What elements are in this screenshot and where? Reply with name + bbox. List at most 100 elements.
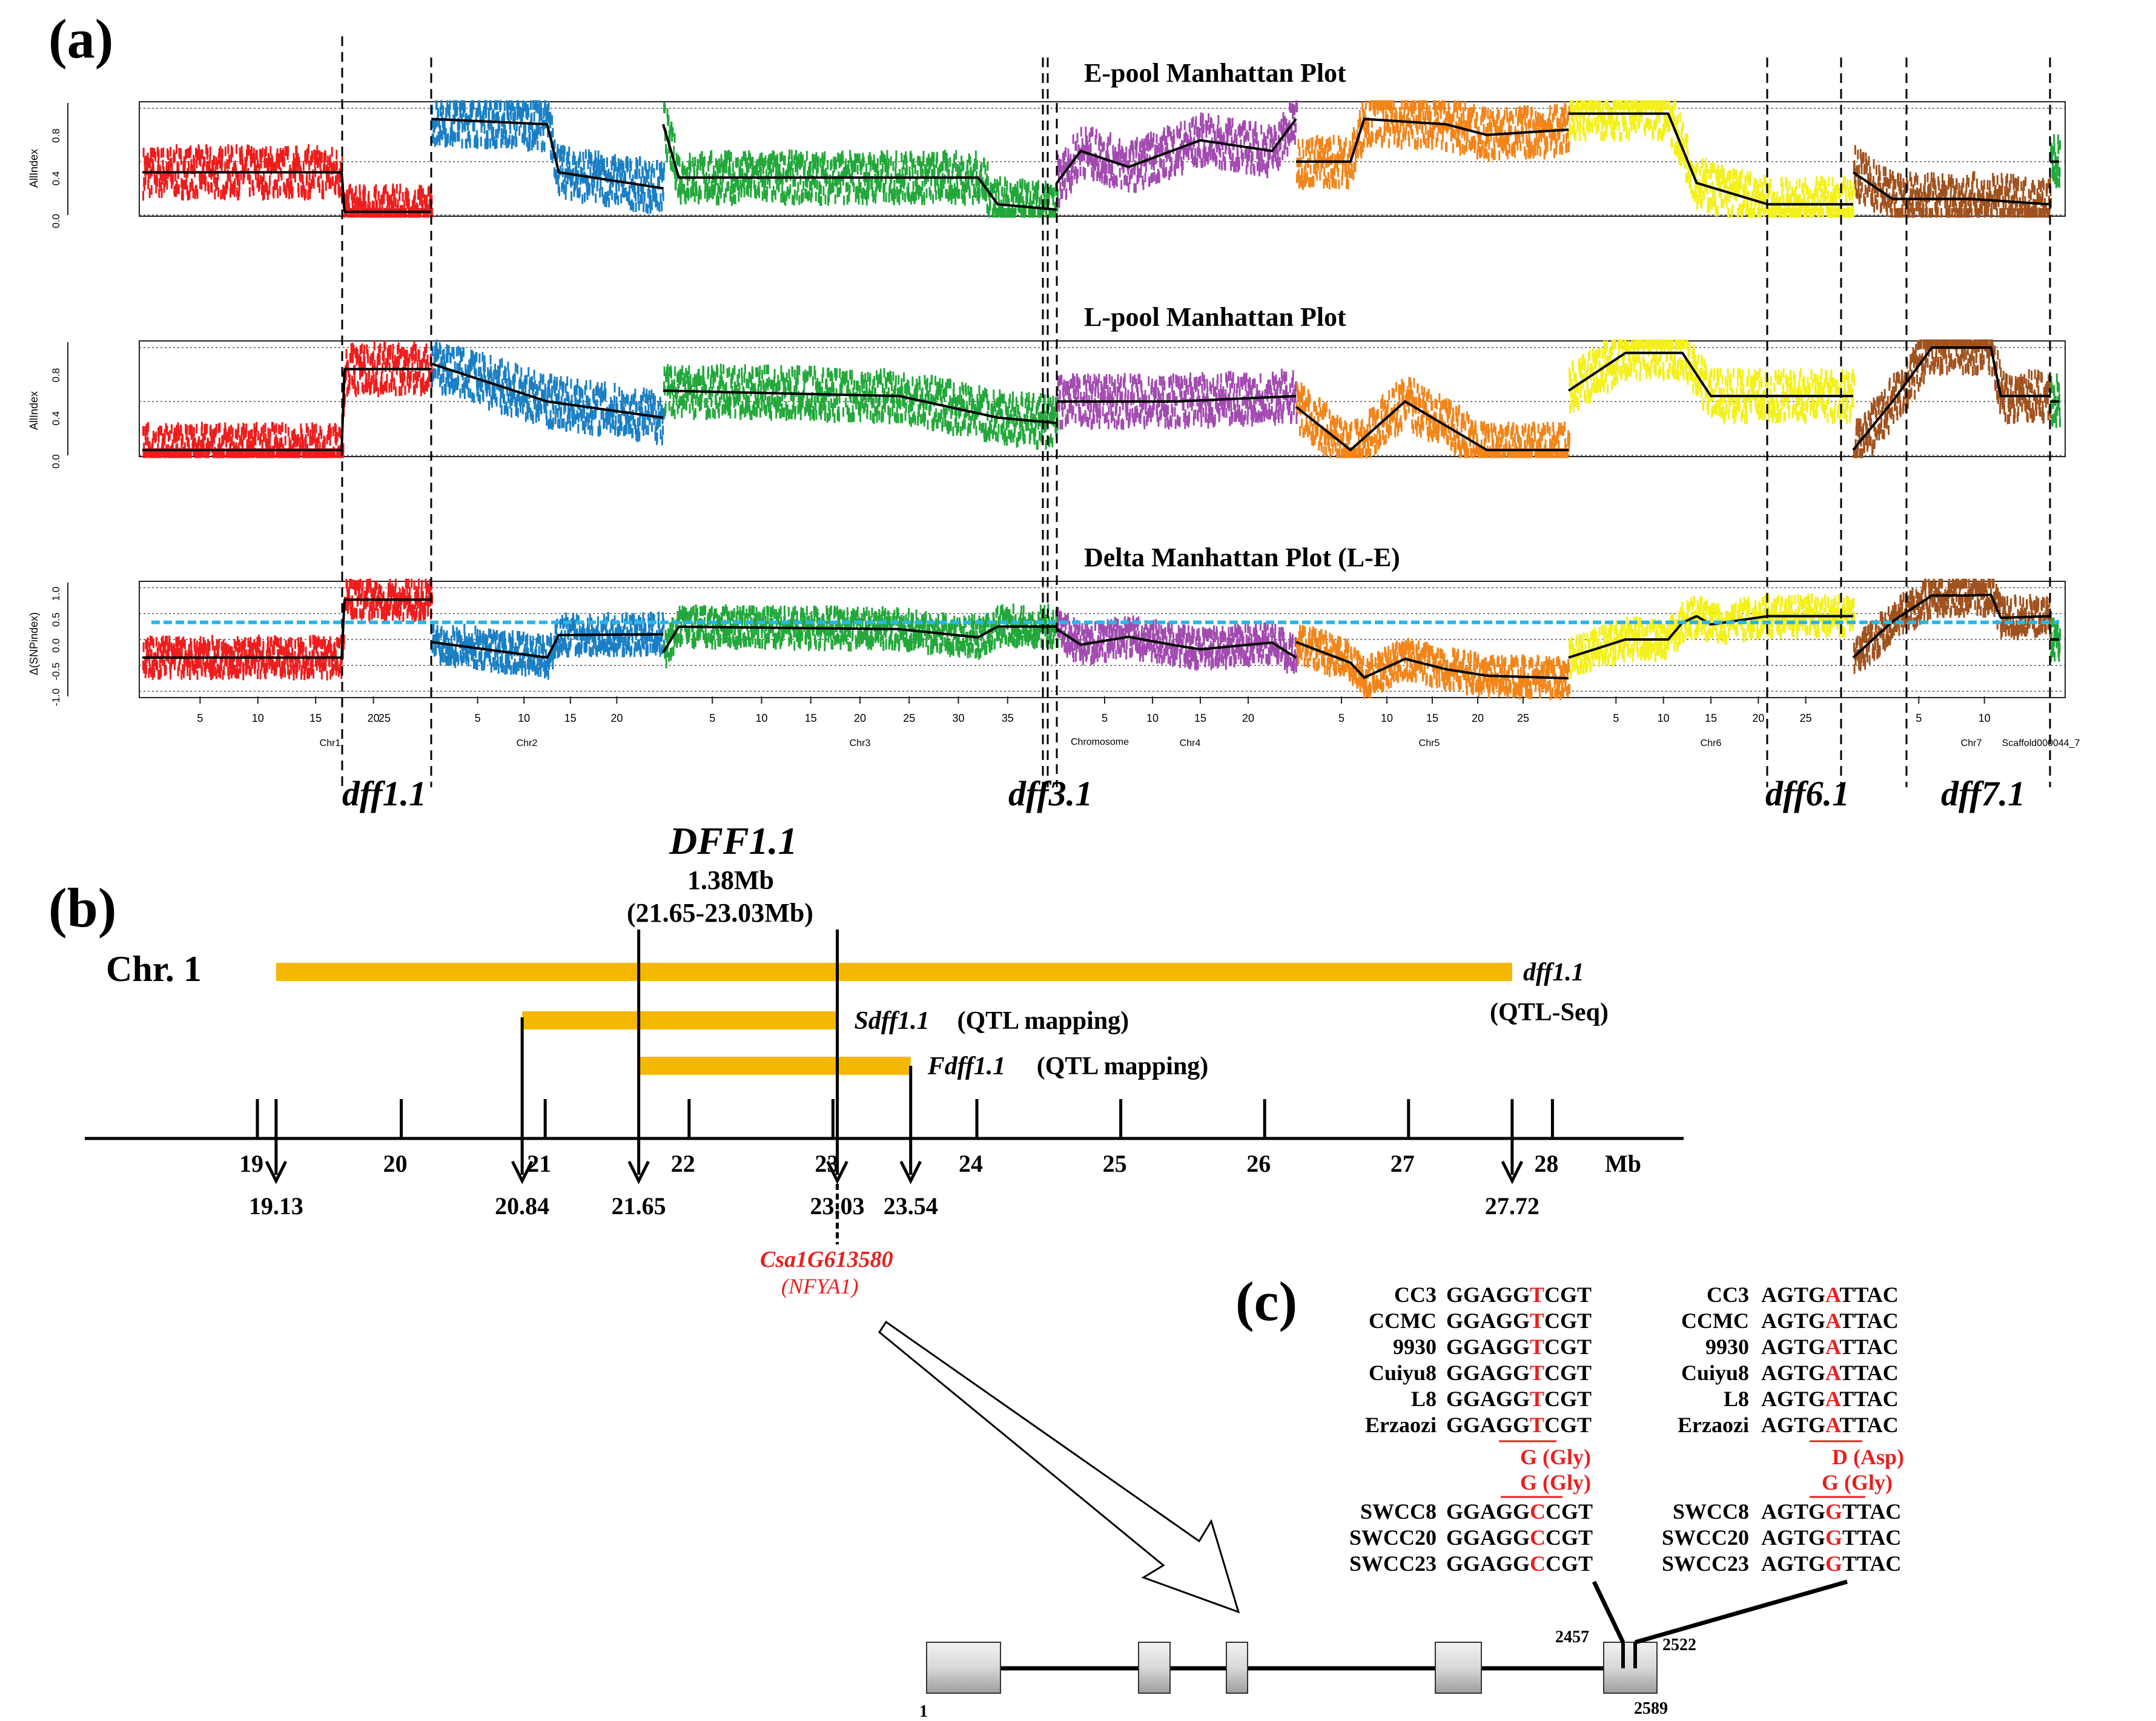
x-tick-label: 5 bbox=[1338, 712, 1344, 724]
gene-model: 1 2457 2522 2589 bbox=[919, 1579, 1848, 1721]
x-tick-label: 15 bbox=[1426, 712, 1438, 724]
y-tick: 0.8 bbox=[50, 128, 62, 143]
x-tick-label: 5 bbox=[475, 712, 481, 724]
window-line bbox=[1295, 400, 1569, 452]
line-name: SWCC20 bbox=[1662, 1525, 1749, 1550]
sequence-1: GGAGGTCGT bbox=[1446, 1413, 1592, 1437]
pos-1: 1 bbox=[919, 1702, 928, 1721]
sequence-2: AGTGATTAC bbox=[1761, 1387, 1899, 1411]
sequence-1: GGAGGCCGT bbox=[1446, 1525, 1593, 1550]
sequence-2: AGTGATTAC bbox=[1761, 1335, 1899, 1359]
window-line bbox=[142, 171, 431, 213]
marker-arrowhead bbox=[627, 1160, 650, 1184]
window-line bbox=[663, 389, 1057, 424]
ylabel-e-pool: AllIndex bbox=[28, 149, 40, 188]
x-tick-label: 20 bbox=[610, 712, 623, 724]
qtl-dashed-lines bbox=[341, 36, 2051, 787]
qtl-label-dff7-1: dff7.1 bbox=[1941, 774, 2025, 813]
x-tick-label: 20 bbox=[368, 712, 380, 724]
window-line bbox=[662, 124, 1057, 211]
qtl-bar-dff1.1 bbox=[276, 963, 1512, 981]
line-name: SWCC23 bbox=[1662, 1551, 1749, 1576]
exon-2 bbox=[1138, 1642, 1171, 1694]
ylabel-l-pool: AllIndex bbox=[28, 391, 40, 430]
x-tick-label: 5 bbox=[709, 712, 715, 724]
plot-title-l-pool: L-pool Manhattan Plot bbox=[1084, 302, 1346, 332]
window-line bbox=[1056, 118, 1297, 184]
x-tick-label: 15 bbox=[1705, 712, 1717, 724]
line-name: CCMC bbox=[1369, 1309, 1437, 1333]
axis-tick-label: 24 bbox=[959, 1150, 983, 1177]
aa-right-2: G (Gly) bbox=[1822, 1470, 1893, 1495]
pos-2522: 2522 bbox=[1662, 1636, 1696, 1654]
axis-tick-label: 27 bbox=[1390, 1150, 1415, 1177]
axis-tick-label: 22 bbox=[671, 1150, 695, 1177]
hollow-arrow bbox=[878, 1320, 1240, 1614]
x-tick-label: 25 bbox=[1517, 712, 1529, 724]
chromosome-label: Chr6 bbox=[1701, 738, 1722, 748]
axis-tick-label: 19 bbox=[239, 1150, 263, 1177]
x-tick-label: 15 bbox=[309, 712, 322, 724]
window-line bbox=[1056, 628, 1297, 659]
window-line bbox=[662, 625, 1057, 653]
qtl-label-dff6-1: dff6.1 bbox=[1765, 774, 1850, 813]
qtl-method: (QTL mapping) bbox=[957, 1007, 1129, 1035]
snp-alignment-panel: CC3 GGAGGTCGT CC3 AGTGATTAC CCMC GGAGGTCGT CCM… bbox=[919, 1283, 1904, 1721]
panel-b-label: (b) bbox=[48, 877, 116, 939]
panel-c-label: (c) bbox=[1235, 1270, 1297, 1332]
chromosome-label: Chr7 bbox=[1961, 738, 1982, 748]
y-tick-labels: 0.0 0.4 0.8 0.0 0.4 0.8 -1.0 -0.5 0.0 0.5 1.0 bbox=[50, 128, 62, 706]
window-line bbox=[1295, 641, 1569, 680]
sequence-1: GGAGGCCGT bbox=[1446, 1551, 1593, 1576]
sequence-2: AGTGGTTAC bbox=[1761, 1551, 1901, 1576]
sequence-1: GGAGGTCGT bbox=[1446, 1309, 1592, 1333]
qtl-label-dff3-1: dff3.1 bbox=[1008, 774, 1093, 813]
qtl-bar-sdff1.1 bbox=[522, 1011, 838, 1029]
x-tick-label: 10 bbox=[1146, 712, 1159, 724]
x-tick-label: 10 bbox=[1979, 712, 1991, 724]
qtl-name: Fdff1.1 bbox=[927, 1052, 1006, 1080]
marker-arrowhead bbox=[1501, 1160, 1524, 1184]
aa-underlines bbox=[1499, 1440, 1865, 1498]
aa-left-2: G (Gly) bbox=[1520, 1470, 1591, 1495]
x-tick-label: 25 bbox=[1800, 712, 1812, 724]
aa-left-1: G (Gly) bbox=[1520, 1445, 1591, 1469]
qtl-name: dff1.1 bbox=[1523, 959, 1584, 986]
marker-label: 23.54 bbox=[884, 1192, 938, 1220]
x-tick-label: 10 bbox=[518, 712, 530, 724]
pos-2589: 2589 bbox=[1634, 1699, 1668, 1718]
x-axis-label: Chromosome bbox=[1071, 737, 1129, 747]
marker-arrowhead bbox=[265, 1160, 288, 1184]
marker-arrowhead bbox=[899, 1160, 922, 1184]
x-tick-label: 20 bbox=[854, 712, 866, 724]
interval-size: 1.38Mb bbox=[687, 865, 774, 895]
y-tick: 0.0 bbox=[50, 454, 62, 469]
x-tick-label: 35 bbox=[1002, 712, 1014, 724]
x-tick-label: 15 bbox=[805, 712, 817, 724]
axis-tick-label: 23 bbox=[815, 1150, 839, 1177]
pos-2457: 2457 bbox=[1555, 1628, 1589, 1647]
line-name: CCMC bbox=[1681, 1309, 1749, 1333]
window-line bbox=[142, 598, 431, 659]
exon-4 bbox=[1435, 1642, 1482, 1694]
line-name: SWCC8 bbox=[1673, 1499, 1749, 1524]
snp-scatter bbox=[142, 100, 2061, 701]
manhattan-panel: E-pool Manhattan Plot L-pool Manhattan P… bbox=[28, 36, 2080, 813]
y-tick: 0.0 bbox=[50, 638, 62, 653]
candidate-gene-alias: (NFYA1) bbox=[781, 1274, 858, 1298]
window-line bbox=[431, 117, 664, 190]
axis-tick-label: 26 bbox=[1246, 1150, 1271, 1177]
window-line bbox=[1057, 395, 1297, 403]
window-line bbox=[1852, 346, 2050, 451]
y-tick: 0.8 bbox=[50, 368, 62, 383]
sequence-1: GGAGGTCGT bbox=[1446, 1361, 1592, 1385]
x-tick-label: 10 bbox=[252, 712, 264, 724]
line-name: L8 bbox=[1724, 1387, 1749, 1411]
sequence-2: AGTGGTTAC bbox=[1761, 1525, 1901, 1550]
marker-label: 19.13 bbox=[249, 1192, 303, 1220]
axis-tick-label: 28 bbox=[1534, 1150, 1558, 1177]
marker-label: 21.65 bbox=[612, 1192, 666, 1220]
line-name: Cuiyu8 bbox=[1369, 1361, 1437, 1385]
line-name: Cuiyu8 bbox=[1681, 1361, 1749, 1385]
